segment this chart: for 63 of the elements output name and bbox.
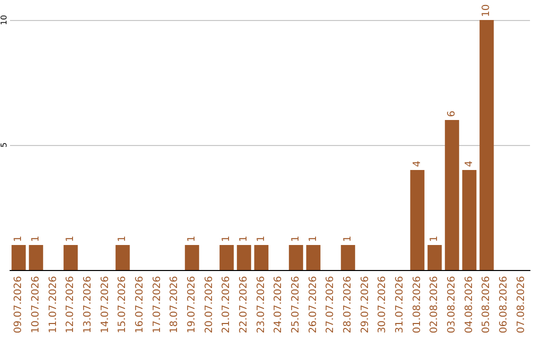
x-tick-label: 24.07.2026 <box>273 276 284 334</box>
x-tick-label: 02.08.2026 <box>429 276 440 334</box>
x-tick-label: 30.07.2026 <box>377 276 388 334</box>
x-tick-label: 10.07.2026 <box>30 276 42 334</box>
data-label: 1 <box>117 236 128 242</box>
bar <box>12 245 26 270</box>
data-label: 4 <box>464 160 475 167</box>
bar <box>254 245 268 270</box>
x-tick-label: 17.07.2026 <box>152 276 163 334</box>
bar <box>444 120 460 270</box>
data-label: 1 <box>13 236 24 242</box>
data-label: 1 <box>308 236 319 242</box>
data-label: 4 <box>412 160 423 167</box>
x-tick-label: 29.07.2026 <box>360 276 371 334</box>
bar <box>236 245 252 270</box>
data-label: 1 <box>429 236 440 242</box>
x-tick-label: 27.07.2026 <box>325 276 336 334</box>
x-tick-label: 25.07.2026 <box>290 276 302 334</box>
x-tick-label: 12.07.2026 <box>65 276 76 334</box>
data-label: 6 <box>446 110 458 117</box>
bar <box>288 245 304 270</box>
x-tick-label: 22.07.2026 <box>238 276 250 334</box>
bar <box>462 170 476 270</box>
data-label: 1 <box>186 236 198 242</box>
data-label: 1 <box>30 236 42 242</box>
x-tick-label: 06.08.2026 <box>498 276 510 334</box>
bar <box>64 245 78 270</box>
bar <box>116 245 130 270</box>
data-label: 1 <box>221 236 232 242</box>
x-tick-label: 31.07.2026 <box>394 276 406 334</box>
x-tick-label: 18.07.2026 <box>169 276 180 334</box>
x-tick-label: 04.08.2026 <box>464 276 475 334</box>
bar <box>480 20 494 270</box>
x-tick-label: 13.07.2026 <box>82 276 94 334</box>
data-label: 10 <box>481 4 492 17</box>
x-tick-label: 01.08.2026 <box>412 276 423 334</box>
x-tick-label: 28.07.2026 <box>342 276 354 334</box>
bar <box>184 245 200 270</box>
x-tick-label: 09.07.2026 <box>13 276 24 334</box>
x-tick-label: 23.07.2026 <box>256 276 267 334</box>
x-tick-label: 26.07.2026 <box>308 276 319 334</box>
x-tick-label: 11.07.2026 <box>48 276 59 334</box>
x-tick-label: 05.08.2026 <box>481 276 492 334</box>
y-tick-label: 5 <box>0 142 8 148</box>
x-tick-label: 03.08.2026 <box>446 276 458 334</box>
x-tick-label: 14.07.2026 <box>100 276 111 334</box>
x-tick-label: 19.07.2026 <box>186 276 198 334</box>
bar <box>340 245 356 270</box>
bar <box>220 245 234 270</box>
x-tick-label: 07.08.2026 <box>516 276 527 334</box>
data-label: 1 <box>65 236 76 242</box>
data-label: 1 <box>342 236 354 242</box>
x-tick-label: 15.07.2026 <box>117 276 128 334</box>
x-tick-label: 21.07.2026 <box>221 276 232 334</box>
data-label: 1 <box>256 236 267 242</box>
bar <box>28 245 44 270</box>
data-label: 1 <box>238 236 250 242</box>
x-tick-label: 16.07.2026 <box>134 276 146 334</box>
bar <box>306 245 320 270</box>
bar <box>428 245 442 270</box>
x-tick-label: 20.07.2026 <box>204 276 215 334</box>
bar <box>410 170 424 270</box>
data-label: 1 <box>290 236 302 242</box>
